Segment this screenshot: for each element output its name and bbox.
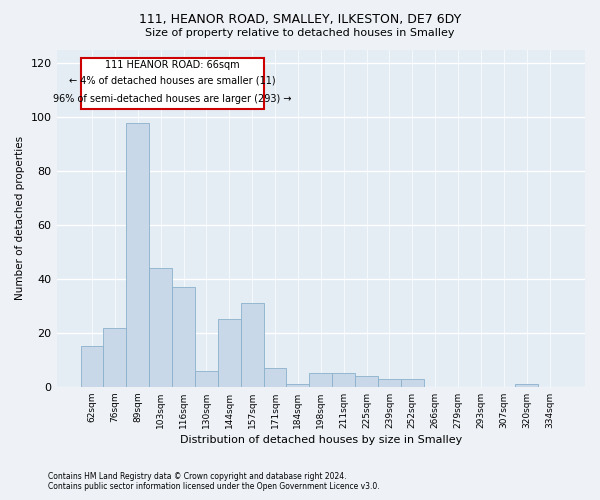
Bar: [195, 370, 218, 387]
Bar: [149, 268, 172, 387]
Bar: [218, 320, 241, 387]
Text: Contains HM Land Registry data © Crown copyright and database right 2024.: Contains HM Land Registry data © Crown c…: [48, 472, 347, 481]
Bar: [401, 378, 424, 387]
Text: Size of property relative to detached houses in Smalley: Size of property relative to detached ho…: [145, 28, 455, 38]
Bar: [241, 304, 263, 387]
Bar: [355, 376, 378, 387]
X-axis label: Distribution of detached houses by size in Smalley: Distribution of detached houses by size …: [179, 435, 462, 445]
Y-axis label: Number of detached properties: Number of detached properties: [15, 136, 25, 300]
Text: Contains public sector information licensed under the Open Government Licence v3: Contains public sector information licen…: [48, 482, 380, 491]
Bar: [103, 328, 127, 387]
Bar: [378, 378, 401, 387]
Bar: [515, 384, 538, 387]
Text: 111, HEANOR ROAD, SMALLEY, ILKESTON, DE7 6DY: 111, HEANOR ROAD, SMALLEY, ILKESTON, DE7…: [139, 12, 461, 26]
Bar: [80, 346, 103, 387]
Bar: [332, 374, 355, 387]
Bar: [263, 368, 286, 387]
Bar: [127, 123, 149, 387]
FancyBboxPatch shape: [80, 58, 263, 110]
Bar: [172, 287, 195, 387]
Text: 96% of semi-detached houses are larger (293) →: 96% of semi-detached houses are larger (…: [53, 94, 292, 104]
Bar: [310, 374, 332, 387]
Text: 111 HEANOR ROAD: 66sqm: 111 HEANOR ROAD: 66sqm: [105, 60, 239, 70]
Text: ← 4% of detached houses are smaller (11): ← 4% of detached houses are smaller (11): [69, 76, 275, 86]
Bar: [286, 384, 310, 387]
